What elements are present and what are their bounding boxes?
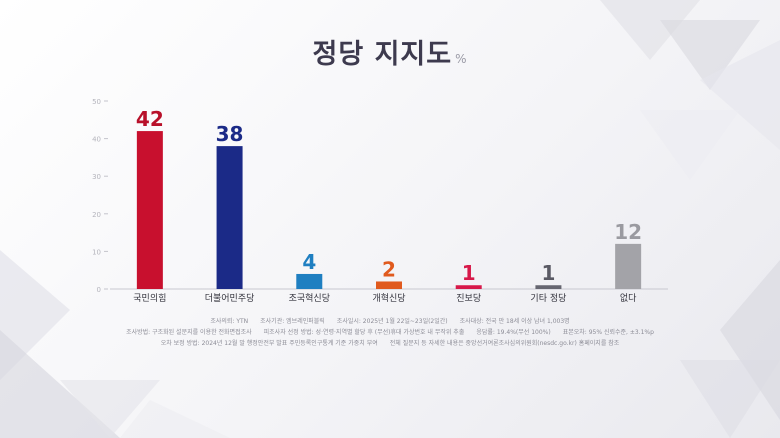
footnote-item: 표본오차: 95% 신뢰수준, ±3.1%p bbox=[562, 329, 654, 336]
bar bbox=[376, 281, 402, 289]
category-label: 기타 정당 bbox=[530, 293, 566, 304]
category-label: 국민의힘 bbox=[133, 293, 166, 304]
y-tick-label: 0 bbox=[97, 286, 101, 294]
footnote-item: 조사방법: 구조화된 설문지를 이용한 전화면접조사 bbox=[126, 329, 252, 336]
bar bbox=[296, 273, 323, 289]
bar-value-label: 1 bbox=[462, 261, 476, 285]
bar bbox=[216, 146, 243, 289]
y-tick-label: 20 bbox=[92, 211, 101, 219]
footnote-line-3: 오차 보정 방법: 2024년 12월 말 행정안전부 발표 주민등록인구통계 … bbox=[0, 338, 780, 349]
y-tick-label: 30 bbox=[92, 173, 101, 181]
chart-unit: % bbox=[455, 52, 468, 66]
y-tick-label: 10 bbox=[92, 248, 101, 256]
category-label: 더불어민주당 bbox=[205, 293, 255, 304]
bar-chart: 0 10 20 30 40 50 42 국민의힘 38 더불어민주당 4 조국혁신당 2 개혁신당 1 진보당… bbox=[92, 98, 668, 304]
bar bbox=[136, 131, 163, 289]
footnote-line-2: 조사방법: 구조화된 설문지를 이용한 전화면접조사 피조사자 선정 방법: 성·… bbox=[0, 327, 780, 338]
category-label: 진보당 bbox=[456, 293, 481, 304]
bar bbox=[455, 285, 482, 289]
bar bbox=[615, 243, 642, 289]
footnote-item: 응답률: 19.4%(무선 100%) bbox=[476, 329, 551, 336]
footnote-line-1: 조사의뢰: YTN 조사기관: 엠브레인퍼블릭 조사일시: 2025년 1월 22일… bbox=[0, 316, 780, 327]
footnote-item: 조사의뢰: YTN bbox=[210, 318, 249, 325]
category-label: 없다 bbox=[620, 293, 637, 304]
y-tick-label: 40 bbox=[92, 136, 101, 144]
bar bbox=[535, 285, 562, 289]
footnote-item: 피조사자 선정 방법: 성·연령·지역별 할당 후 (무선)휴대 가상번호 내 … bbox=[263, 329, 465, 336]
footnote-item: 조사일시: 2025년 1월 22일~23일(2일간) bbox=[336, 318, 448, 325]
footnote-item: 조사기관: 엠브레인퍼블릭 bbox=[260, 318, 325, 325]
bar-value-label: 4 bbox=[302, 250, 316, 274]
y-tick-label: 50 bbox=[92, 98, 101, 106]
chart-title-text: 정당 지지도 bbox=[312, 39, 453, 70]
bar-value-label: 2 bbox=[382, 257, 396, 281]
bar-value-label: 42 bbox=[136, 107, 164, 131]
footnote-item: 전체 질문지 등 자세한 내용은 중앙선거여론조사심의위원회(nesdc.go.… bbox=[389, 340, 620, 347]
bar-value-label: 38 bbox=[216, 122, 244, 146]
footnote-item: 오차 보정 방법: 2024년 12월 말 행정안전부 발표 주민등록인구통계 … bbox=[160, 340, 378, 347]
category-label: 개혁신당 bbox=[372, 293, 405, 304]
survey-footnote: 조사의뢰: YTN 조사기관: 엠브레인퍼블릭 조사일시: 2025년 1월 22일… bbox=[0, 316, 780, 349]
chart-title: 정당 지지도% bbox=[0, 32, 780, 71]
footnote-item: 조사대상: 전국 만 18세 이상 남녀 1,003명 bbox=[459, 318, 570, 325]
category-label: 조국혁신당 bbox=[289, 293, 330, 304]
bar-value-label: 1 bbox=[541, 261, 555, 285]
bar-value-label: 12 bbox=[614, 220, 642, 244]
